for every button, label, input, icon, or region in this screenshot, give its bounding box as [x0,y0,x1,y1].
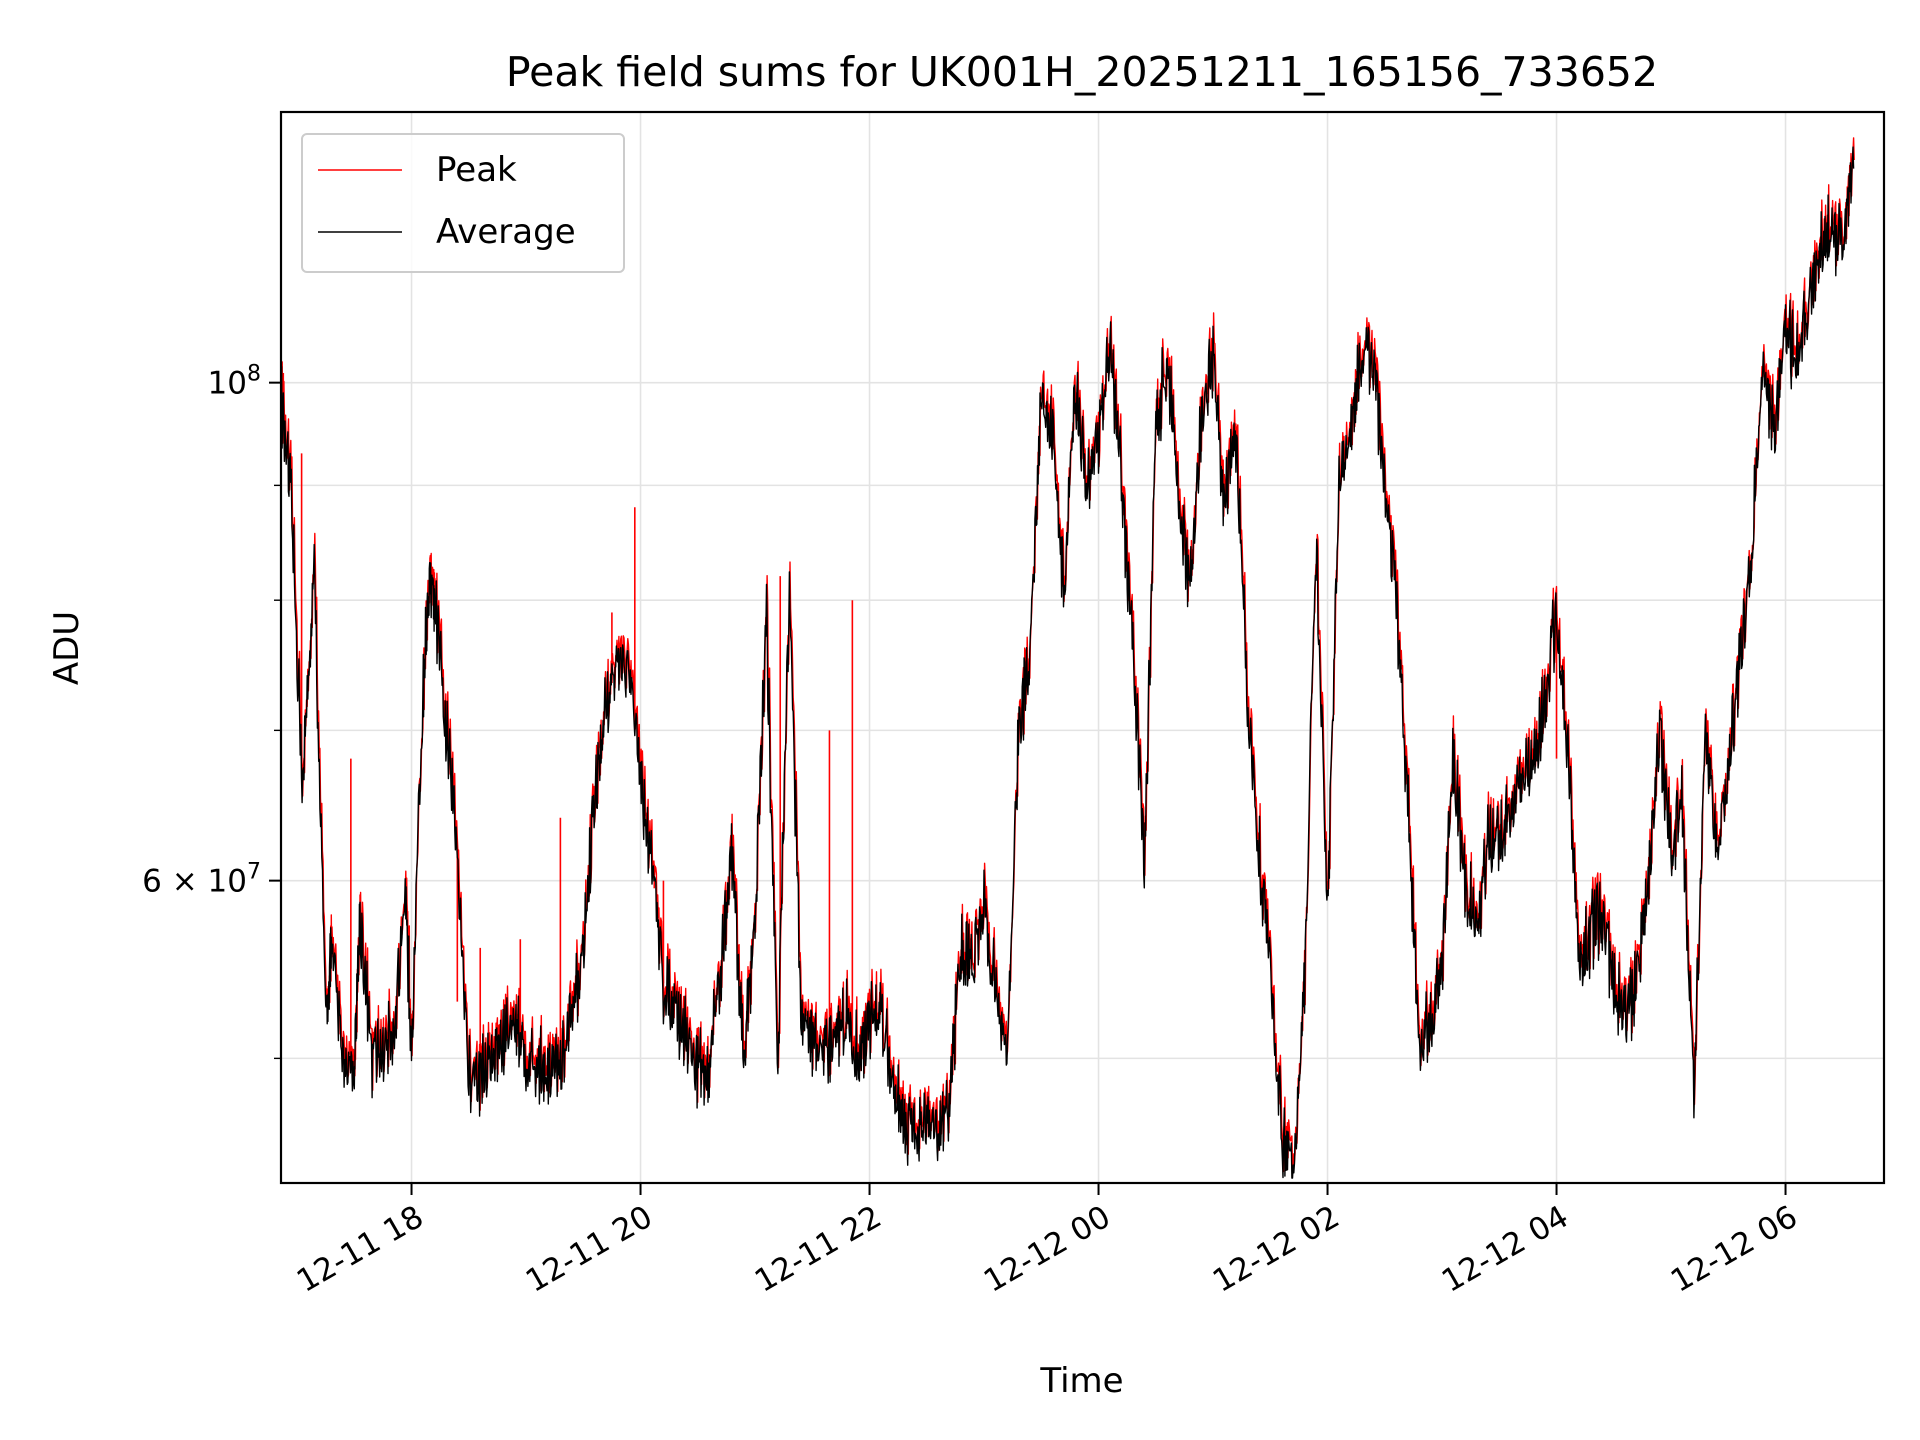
chart-title: Peak field sums for UK001H_20251211_1651… [506,48,1658,96]
legend-peak-label: Peak [436,150,517,190]
x-axis-label: Time [1039,1361,1123,1401]
y-tick-label: 6 × 107 [142,860,261,900]
y-axis-label: ADU [47,611,87,685]
legend-box [301,133,625,273]
plot-frame [279,110,1886,1185]
y-tick-label: 108 [208,362,261,402]
legend: Peak Average [301,133,625,273]
average-series-line [280,146,1855,1179]
legend-average-label: Average [436,212,576,252]
series-layer [280,137,1855,1179]
